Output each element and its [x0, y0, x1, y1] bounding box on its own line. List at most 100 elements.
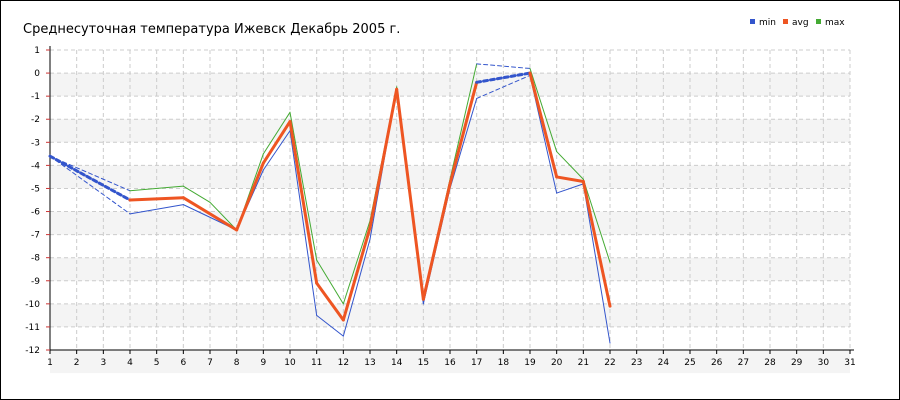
tick-labels: 1 2 3 4 5 6 7 8 9 10 11 12 13 14 15 16 17 18 19 20 21 22 23 24 2… — [25, 46, 855, 368]
y-tick-label: -3 — [31, 138, 40, 148]
series-segment-max — [209, 201, 238, 231]
background-band — [50, 73, 850, 97]
series-segment-min — [449, 97, 478, 189]
y-tick-label: 0 — [34, 69, 40, 79]
series-segment-avg — [288, 120, 319, 285]
y-tick-label: -7 — [31, 231, 40, 241]
series-segment-avg — [528, 71, 559, 179]
series-segment-max — [129, 185, 184, 192]
x-tick-label: 2 — [74, 358, 80, 368]
series-segment-max — [316, 259, 344, 305]
series-segment-min — [556, 183, 584, 194]
series-segment-max — [556, 151, 584, 180]
series-segment-avg — [395, 87, 425, 301]
chart-title: Среднесуточная температура Ижевск Декабр… — [23, 22, 400, 37]
series-segment-max — [182, 185, 211, 203]
series-segment-min — [129, 204, 184, 215]
series-avg — [48, 71, 612, 322]
x-tick-label: 5 — [154, 358, 160, 368]
series-segment-avg — [421, 182, 452, 301]
x-tick-label: 22 — [604, 358, 615, 368]
x-tick-label: 21 — [578, 358, 589, 368]
x-tick-label: 23 — [631, 358, 642, 368]
legend-label-avg: avg — [792, 18, 809, 28]
y-tick-label: 1 — [34, 46, 40, 56]
x-tick-label: 10 — [284, 358, 296, 368]
series-segment-min — [49, 155, 131, 215]
series-segment-avg — [555, 175, 585, 184]
y-tick-label: -11 — [25, 323, 40, 333]
legend-swatch-max — [816, 19, 821, 24]
series-segment-max — [262, 111, 291, 155]
legend: min avg max — [750, 18, 845, 28]
x-tick-label: 11 — [311, 358, 322, 368]
x-tick-label: 3 — [100, 358, 106, 368]
series-segment-avg — [261, 120, 292, 165]
x-tick-label: 12 — [338, 358, 349, 368]
x-tick-label: 1 — [47, 358, 53, 368]
y-tick-label: -12 — [25, 346, 40, 356]
background-band — [50, 350, 850, 374]
y-tick-label: -5 — [31, 184, 40, 194]
y-tick-label: -8 — [31, 254, 40, 264]
series-segment-min — [476, 74, 531, 99]
series-segment-avg — [581, 180, 612, 308]
series-layer — [48, 63, 612, 344]
x-tick-label: 17 — [471, 358, 482, 368]
series-segment-avg — [315, 281, 345, 322]
x-tick-label: 19 — [524, 358, 536, 368]
y-tick-label: -10 — [25, 300, 40, 310]
legend-label-max: max — [825, 18, 845, 28]
series-segment-avg — [235, 161, 265, 232]
background-band — [50, 303, 850, 327]
x-tick-label: 20 — [551, 358, 563, 368]
y-tick-label: -6 — [31, 208, 40, 218]
series-segment-avg — [368, 87, 399, 230]
series-segment-max — [342, 220, 371, 305]
series-segment-min — [316, 314, 344, 337]
series-segment-max — [582, 178, 611, 263]
x-tick-label: 15 — [418, 358, 429, 368]
series-segment-avg — [475, 71, 532, 84]
x-tick-label: 18 — [498, 358, 510, 368]
x-tick-label: 7 — [207, 358, 213, 368]
y-tick-label: -4 — [31, 161, 40, 171]
y-tick-label: -9 — [31, 277, 40, 287]
series-segment-avg — [181, 196, 239, 232]
series-segment-avg — [128, 196, 185, 202]
x-tick-label: 31 — [844, 358, 855, 368]
x-tick-label: 25 — [684, 358, 695, 368]
x-tick-label: 4 — [127, 358, 133, 368]
series-segment-min — [582, 183, 611, 344]
series-segment-avg — [48, 154, 132, 202]
x-tick-label: 29 — [791, 358, 803, 368]
x-tick-label: 27 — [738, 358, 749, 368]
x-tick-label: 24 — [658, 358, 670, 368]
legend-swatch-avg — [783, 19, 788, 24]
x-tick-label: 13 — [364, 358, 375, 368]
series-segment-max — [476, 63, 531, 69]
plot-background-bands — [50, 73, 850, 374]
y-tick-label: -2 — [31, 115, 40, 125]
series-segment-max — [289, 111, 318, 261]
x-tick-label: 14 — [391, 358, 403, 368]
x-tick-label: 28 — [764, 358, 776, 368]
x-tick-label: 30 — [818, 358, 830, 368]
x-tick-label: 26 — [711, 358, 723, 368]
legend-swatch-min — [750, 19, 755, 24]
series-segment-avg — [448, 80, 479, 186]
y-tick-label: -1 — [31, 92, 40, 102]
series-segment-avg — [341, 226, 372, 322]
series-segment-min — [342, 238, 371, 337]
x-tick-label: 9 — [260, 358, 266, 368]
series-segment-min — [262, 130, 291, 171]
x-tick-label: 16 — [444, 358, 456, 368]
x-tick-label: 6 — [180, 358, 186, 368]
x-tick-label: 8 — [234, 358, 240, 368]
legend-label-min: min — [759, 18, 776, 28]
series-segment-max — [449, 63, 478, 180]
series-segment-min — [289, 130, 318, 316]
series-segment-max — [529, 67, 558, 153]
